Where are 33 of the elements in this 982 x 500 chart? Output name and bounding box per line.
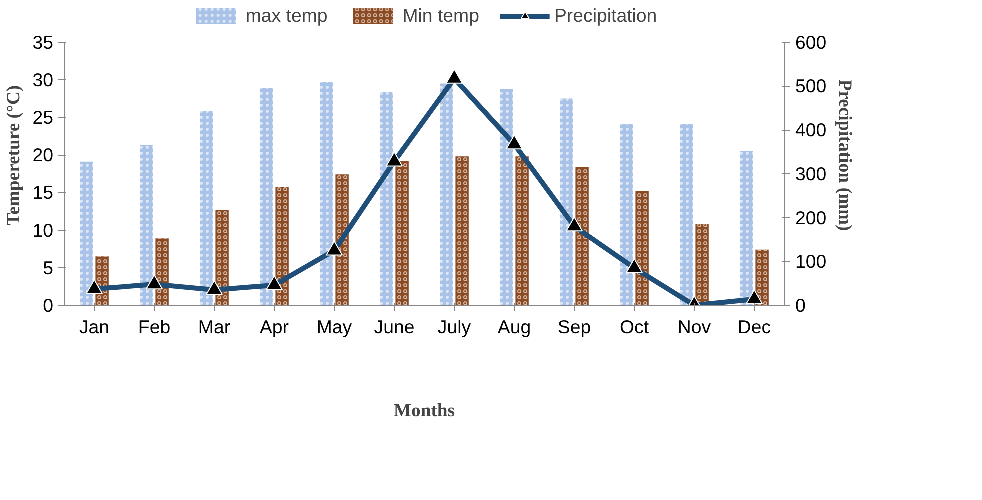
y-axis-title: Tempereture (°C) <box>4 85 25 226</box>
x-axis-title: Months <box>394 400 456 422</box>
x-tick-label: May <box>316 316 353 338</box>
y-tick-label: 25 <box>32 107 54 128</box>
y-tick-label: 5 <box>43 257 54 278</box>
x-tick-label: July <box>438 316 472 338</box>
y2-tick-label: 600 <box>796 32 827 53</box>
x-tick-label: Jan <box>79 316 110 338</box>
legend-label: Precipitation <box>554 5 658 27</box>
y2-tick-label: 500 <box>796 76 827 97</box>
x-tick-label: Oct <box>620 316 650 338</box>
y2-tick-label: 300 <box>796 163 827 184</box>
x-tick-label: June <box>374 316 415 338</box>
y-tick-label: 30 <box>32 69 54 90</box>
y-tick-label: 0 <box>43 295 54 316</box>
y2-tick-label: 200 <box>796 207 827 228</box>
x-tick-label: Mar <box>198 316 231 338</box>
y2-tick-label: 400 <box>796 120 827 141</box>
y2-tick-label: 0 <box>796 295 806 316</box>
legend-label: max temp <box>246 5 328 27</box>
y-tick-label: 20 <box>32 144 54 166</box>
x-tick-label: Dec <box>738 316 772 338</box>
y-tick-label: 35 <box>32 32 54 53</box>
y-tick-label: 10 <box>32 220 54 241</box>
x-tick-label: Feb <box>138 316 171 338</box>
x-tick-label: Sep <box>558 316 592 338</box>
y2-axis-title: Precipitation (mm) <box>834 80 856 232</box>
legend-label: Min temp <box>402 5 480 27</box>
y-tick-label: 15 <box>32 182 54 204</box>
x-tick-label: Apr <box>260 316 290 338</box>
x-tick-label: Nov <box>678 316 712 338</box>
x-tick-label: Aug <box>498 316 532 338</box>
y2-tick-label: 100 <box>796 251 827 272</box>
